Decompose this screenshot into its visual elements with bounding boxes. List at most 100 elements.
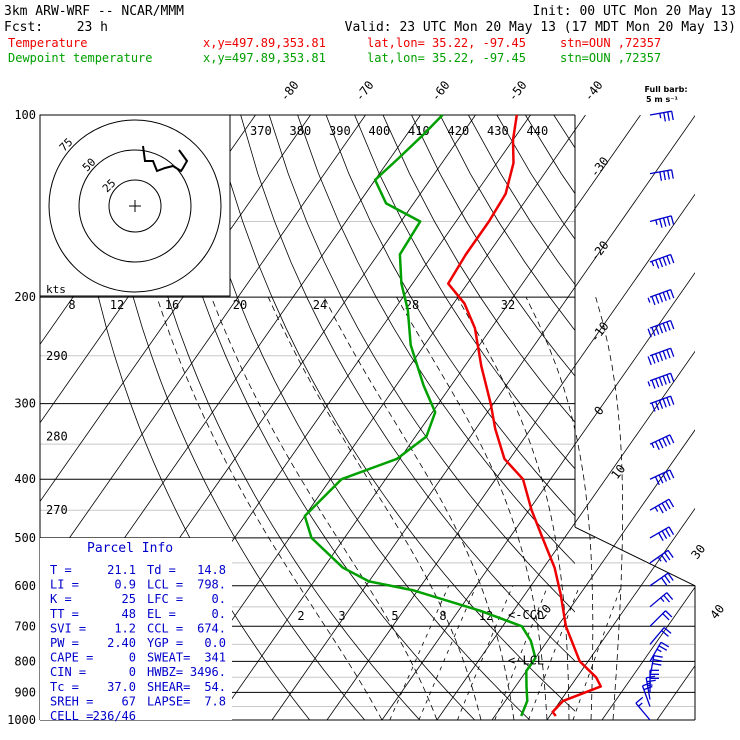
wind-barb-flag	[655, 353, 660, 363]
isotherm-0	[436, 350, 695, 720]
wind-barb-flag	[651, 402, 656, 412]
mixing-ratio-labels: 8 12 16 20 24 28 322 3 5 8 12	[68, 298, 515, 623]
dry-adiabat-470	[696, 115, 740, 733]
isotherm--40	[216, 115, 641, 720]
isotherm-label: -70	[352, 78, 376, 104]
hodograph-ring-50	[78, 149, 192, 263]
wind-barb-flag	[658, 645, 668, 651]
wind-barb-flag	[666, 374, 671, 384]
wind-barb-flag	[651, 327, 656, 337]
legend-temperature-latlon: lat,lon= 35.22, -97.45	[367, 36, 526, 50]
wind-barb-flag	[662, 350, 667, 360]
mixing-ratio-8	[494, 585, 549, 720]
legend-dewpoint-latlon: lat,lon= 35.22, -97.45	[367, 51, 526, 65]
model-title: 3km ARW-WRF -- NCAR/MMM	[4, 4, 184, 19]
wind-barb-flag	[669, 469, 675, 479]
wind-barb-half-flag	[647, 297, 651, 303]
wind-barb	[649, 215, 675, 228]
wind-barb-half-flag	[638, 702, 643, 707]
wind-barb-flag	[663, 171, 666, 181]
wind-barb	[649, 110, 674, 122]
parcel-value: 14.8	[197, 563, 226, 577]
dry-adiabat-label: 380	[290, 124, 312, 138]
parcel-label: Tc =	[50, 680, 79, 694]
dry-adiabat-270	[126, 115, 421, 720]
moist-adiabat-14	[323, 296, 515, 720]
wind-barb-flag	[662, 473, 668, 482]
isotherm-10	[491, 429, 695, 720]
wind-barb-staff	[649, 110, 672, 116]
wind-barb-flag	[658, 324, 664, 334]
wind-barb-flag	[658, 532, 664, 541]
hodograph-ring-25	[108, 179, 162, 233]
dry-adiabat-320	[268, 115, 575, 613]
isotherm--10	[381, 272, 695, 720]
mixing-ratio-3	[418, 585, 477, 720]
wind-barb-flag	[668, 526, 675, 535]
wind-barb-flag	[651, 296, 656, 306]
parcel-label: T =	[50, 563, 72, 577]
wind-barb-flag	[647, 356, 652, 366]
pressure-tick-label: 500	[14, 531, 36, 545]
sounding-profiles	[303, 114, 603, 717]
parcel-value: 54.	[204, 680, 226, 694]
wind-barb-flag	[666, 255, 671, 265]
dry-adiabat-350	[354, 115, 575, 470]
wind-barb-flag	[635, 696, 644, 704]
wind-barb-flag	[662, 613, 670, 621]
parcel-value: 236/46	[93, 709, 136, 723]
isotherm-50	[712, 115, 740, 720]
wind-barb-staff	[649, 572, 669, 587]
wind-barb-flag	[665, 610, 673, 618]
dry-adiabat-410	[525, 115, 575, 195]
parcel-value: 674.	[197, 621, 226, 635]
isotherm--30	[271, 115, 695, 720]
wind-barb-staff	[649, 253, 671, 263]
wind-barb-flag	[658, 439, 664, 449]
lower-mixing-label: 5	[391, 609, 398, 623]
dry-adiabat-lines	[69, 115, 740, 733]
parcel-value: 7.8	[204, 694, 226, 708]
parcel-info-title: Parcel Info	[87, 541, 173, 556]
wind-barb-flag	[665, 528, 671, 537]
wind-barb-flag	[660, 577, 668, 586]
wind-barb-flag	[655, 378, 660, 388]
isotherm-label: -20	[587, 238, 611, 264]
wind-barb-flag	[666, 290, 671, 300]
wind-barb-staff	[649, 372, 671, 382]
isotherm-label: -80	[277, 78, 301, 104]
wind-barb-flag	[661, 502, 668, 512]
isotherm-label: -30	[587, 154, 611, 180]
legend-dewpoint-name: Dewpoint temperature	[8, 51, 153, 65]
mixing-ratio-12	[528, 585, 580, 720]
dry-adiabat-label: 390	[329, 124, 351, 138]
wind-barb-flag	[663, 627, 672, 634]
wind-barb-half-flag	[660, 597, 665, 603]
wind-barb-staff	[649, 610, 667, 627]
legend-temperature: Temperature x,y=497.89,353.81 lat,lon= 3…	[8, 36, 661, 50]
parcel-label: Td =	[147, 563, 176, 577]
legend-temperature-station: stn=OUN ,72357	[560, 36, 661, 50]
wind-barb-staff	[649, 549, 669, 564]
wind-barb-flag	[665, 471, 671, 481]
wind-barb-flag	[665, 436, 671, 445]
wind-barb	[649, 610, 673, 627]
wind-barb-flag	[653, 654, 663, 658]
wind-barb	[649, 526, 675, 541]
moist-adiabat-8	[267, 296, 482, 720]
isotherm--100	[40, 115, 311, 503]
wind-barb-half-flag	[647, 381, 651, 387]
wind-barb-flag	[671, 111, 674, 121]
wind-barb-half-flag	[651, 443, 655, 449]
parcel-value: 0.	[212, 592, 226, 606]
wind-barb	[635, 696, 651, 721]
parcel-value: 798.	[197, 578, 226, 592]
wind-barb-half-flag	[655, 219, 658, 225]
lower-mixing-label: 8	[439, 609, 446, 623]
moist-adiabat-20	[396, 296, 548, 720]
parcel-value: 67	[122, 694, 136, 708]
parcel-value: 1.2	[114, 621, 136, 635]
legend-temperature-name: Temperature	[8, 36, 87, 50]
wind-barb-flag	[662, 292, 667, 302]
